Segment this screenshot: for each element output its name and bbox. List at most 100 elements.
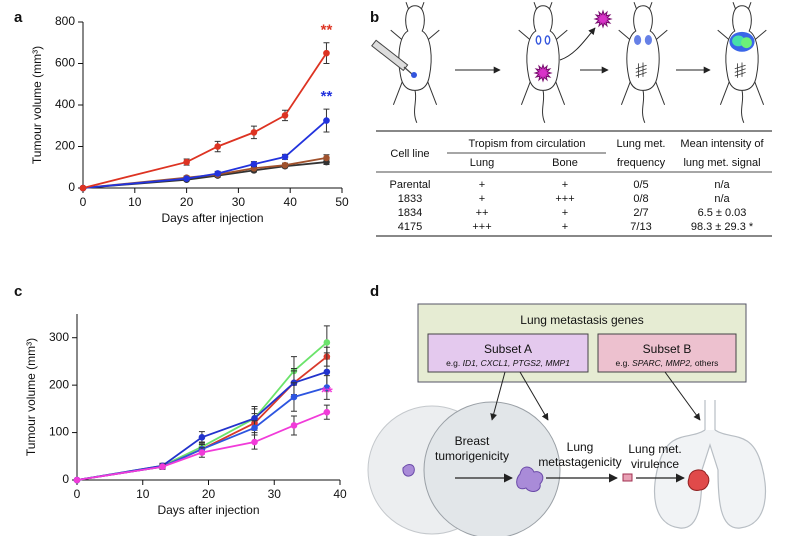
annotation: ** [321,384,333,401]
header-cell: Lung met. [617,138,666,150]
gene-list: e.g. ID1, CXCL1, PTGS2, MMP1 [446,358,570,368]
subset-title: Subset A [484,342,532,356]
table-cell: 98.3 ± 29.3 * [691,221,754,233]
step-label: Lung met. [628,442,681,456]
y-tick-label: 100 [49,425,69,439]
x-tick-label: 40 [284,195,298,209]
data-point [73,476,81,484]
data-point [183,158,190,166]
step-label: tumorigenicity [435,449,509,463]
gene-text: others [695,358,719,368]
table-cell: 0/8 [633,193,648,205]
series-line [82,52,328,189]
data-point [79,184,87,192]
y-tick-label: 0 [68,180,75,194]
y-tick-label: 300 [49,330,69,344]
y-tick-label: 400 [55,97,75,111]
x-tick-label: 40 [333,487,347,501]
table-cell: ++ [476,207,489,219]
data-point [214,170,221,177]
tumor [533,63,553,83]
y-tick-label: 200 [55,139,75,153]
x-tick-label: 0 [80,195,87,209]
annotation: ** [321,22,333,39]
table-cell: 7/13 [630,221,651,233]
gene-text: PTGS2, [513,358,543,368]
data-point [250,129,258,136]
data-point [281,153,289,161]
series-line [76,411,328,481]
data-point [323,49,330,57]
table-cell: Parental [390,179,431,191]
header-cell: Cell line [390,148,429,160]
diagram: Lung metastasis genes Subset A Subset B … [367,303,766,536]
table-cell: + [562,221,568,233]
table-cell: 4175 [398,221,422,233]
data-point [251,415,258,422]
data-point [251,438,258,446]
step-label: Lung [567,440,594,454]
data-point [323,384,331,391]
table-cell: + [562,179,568,191]
gene-text: ID1, [463,358,479,368]
table-cell: 2/7 [633,207,648,219]
data-point [281,161,289,169]
series-line [76,371,328,481]
x-tick-label: 50 [335,195,349,209]
y-axis-label: Tumour volume (mm³) [30,46,44,164]
gene-text: e.g. [446,358,460,368]
data-point [290,422,298,429]
panel-label: a [14,9,23,26]
x-axis-label: Days after injection [157,503,259,517]
step-label: virulence [631,457,679,471]
series-line [82,157,327,189]
header-cell: Tropism from circulation [469,138,586,150]
y-axis-label: Tumour volume (mm³) [24,338,38,456]
gene-text: CXCL1, [481,358,511,368]
y-tick-label: 0 [62,472,69,486]
mouse-illustration [371,1,767,124]
step-label: Breast [455,434,490,448]
x-tick-label: 20 [180,195,194,209]
data-point [183,175,190,182]
x-axis-label: Days after injection [161,211,263,225]
header-cell: frequency [617,157,666,169]
gene-text: MMP1 [545,358,570,368]
data-point [198,449,206,456]
subset-title: Subset B [643,342,692,356]
data-point [323,368,331,376]
y-tick-label: 200 [49,377,69,391]
gene-list: e.g. SPARC, MMP2, others [616,358,719,368]
y-tick-label: 600 [55,56,75,70]
annotation: ** [321,88,333,105]
table-cell: +++ [555,193,574,205]
data-point [323,154,330,162]
diagram-title: Lung metastasis genes [520,313,643,327]
header-cell: lung met. signal [683,157,760,169]
header-cell: Lung [470,157,494,169]
data-point [290,393,298,401]
header-cell: Bone [552,157,578,169]
table-cell: 0/5 [633,179,648,191]
gene-text: MMP2, [666,358,693,368]
gene-text: e.g. [616,358,630,368]
data-point [281,112,289,119]
header-cell: Mean intensity of [680,138,764,150]
tumor [533,63,553,83]
table-cell: n/a [714,193,730,205]
data-point [323,339,331,346]
panel-label: d [370,283,379,300]
panel-label: b [370,9,379,26]
series-line [76,341,328,481]
table-cell: 1834 [398,207,422,219]
table-cell: 1833 [398,193,422,205]
table-cell: + [562,207,568,219]
data-point [198,434,206,441]
y-tick-label: 800 [55,14,75,28]
x-tick-label: 30 [268,487,282,501]
data-point [159,463,166,471]
data-point [250,160,258,168]
data-point [323,117,330,124]
panel-label: c [14,283,22,300]
